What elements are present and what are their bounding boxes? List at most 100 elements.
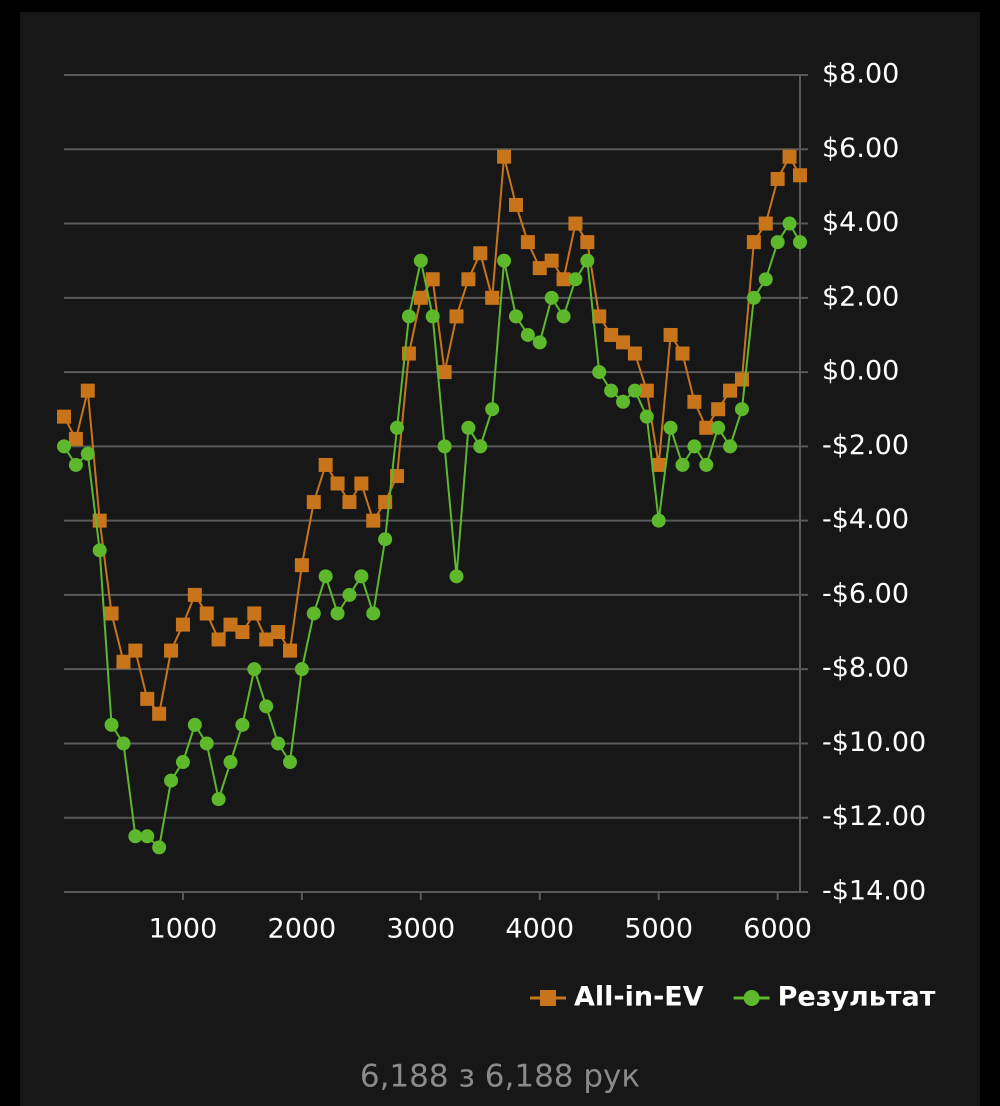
marker xyxy=(627,383,642,398)
marker xyxy=(152,840,167,855)
marker xyxy=(223,755,238,770)
marker xyxy=(616,335,631,350)
y-tick-label: $4.00 xyxy=(822,207,899,238)
x-tick-label: 1000 xyxy=(149,914,218,945)
marker xyxy=(330,476,345,491)
marker xyxy=(497,149,512,164)
footer: 6,188 з 6,188 рук xyxy=(360,1059,640,1095)
marker xyxy=(140,691,155,706)
x-tick-label: 2000 xyxy=(268,914,337,945)
marker xyxy=(57,409,71,424)
marker xyxy=(390,469,405,484)
y-tick-label: -$2.00 xyxy=(822,430,909,461)
marker xyxy=(57,439,71,454)
y-tick-label: -$6.00 xyxy=(822,578,909,609)
marker xyxy=(782,216,797,231)
marker xyxy=(187,587,202,602)
marker xyxy=(175,755,190,770)
marker xyxy=(711,420,726,435)
marker xyxy=(639,383,654,398)
marker xyxy=(378,532,393,547)
marker xyxy=(532,261,547,276)
y-tick-label: $2.00 xyxy=(822,281,899,312)
legend-marker xyxy=(540,990,556,1006)
y-tick-label: -$8.00 xyxy=(822,653,909,684)
marker xyxy=(390,420,405,435)
marker xyxy=(175,617,190,632)
marker xyxy=(758,216,773,231)
marker xyxy=(532,335,547,350)
marker xyxy=(651,457,666,472)
marker xyxy=(164,773,179,788)
marker xyxy=(199,736,214,751)
y-tick-label: $6.00 xyxy=(822,133,899,164)
marker xyxy=(497,253,512,268)
x-tick-label: 6000 xyxy=(743,914,812,945)
marker xyxy=(282,643,297,658)
marker xyxy=(675,346,690,361)
marker xyxy=(235,625,250,640)
marker xyxy=(723,383,738,398)
marker xyxy=(687,439,702,454)
marker xyxy=(247,662,262,677)
marker xyxy=(259,632,274,647)
marker xyxy=(793,168,807,183)
marker xyxy=(449,569,464,584)
marker xyxy=(723,439,738,454)
y-tick-label: -$10.00 xyxy=(822,727,926,758)
marker xyxy=(306,606,321,621)
marker xyxy=(211,792,226,807)
legend-label: All-in-EV xyxy=(574,982,704,1013)
marker xyxy=(616,394,631,409)
marker xyxy=(282,755,297,770)
marker xyxy=(520,235,535,250)
marker xyxy=(639,409,654,424)
marker xyxy=(271,736,286,751)
marker xyxy=(746,290,761,305)
marker xyxy=(770,235,785,250)
marker xyxy=(354,569,369,584)
marker xyxy=(342,587,357,602)
marker xyxy=(413,253,428,268)
marker xyxy=(152,706,167,721)
marker xyxy=(401,309,416,324)
marker xyxy=(568,216,583,231)
marker xyxy=(128,829,143,844)
marker xyxy=(164,643,179,658)
marker xyxy=(604,383,619,398)
marker xyxy=(592,309,607,324)
marker xyxy=(223,617,238,632)
marker xyxy=(437,439,452,454)
marker xyxy=(140,829,155,844)
legend-marker xyxy=(743,990,760,1006)
y-tick-label: -$14.00 xyxy=(822,876,926,907)
marker xyxy=(461,272,476,287)
marker xyxy=(116,654,131,669)
marker xyxy=(318,569,333,584)
marker xyxy=(294,558,309,573)
marker xyxy=(80,446,95,461)
marker xyxy=(294,662,309,677)
marker xyxy=(354,476,369,491)
marker xyxy=(104,606,119,621)
marker xyxy=(247,606,262,621)
marker xyxy=(699,457,714,472)
marker xyxy=(92,543,107,558)
marker xyxy=(734,402,749,417)
marker xyxy=(116,736,131,751)
marker xyxy=(508,197,523,212)
marker xyxy=(592,365,607,380)
marker xyxy=(68,431,83,446)
marker xyxy=(342,495,357,510)
marker xyxy=(306,495,321,510)
marker xyxy=(366,606,381,621)
marker xyxy=(366,513,381,528)
marker xyxy=(782,149,797,164)
marker xyxy=(734,372,749,387)
marker xyxy=(793,235,807,250)
marker xyxy=(556,309,571,324)
marker xyxy=(271,625,286,640)
marker xyxy=(663,420,678,435)
